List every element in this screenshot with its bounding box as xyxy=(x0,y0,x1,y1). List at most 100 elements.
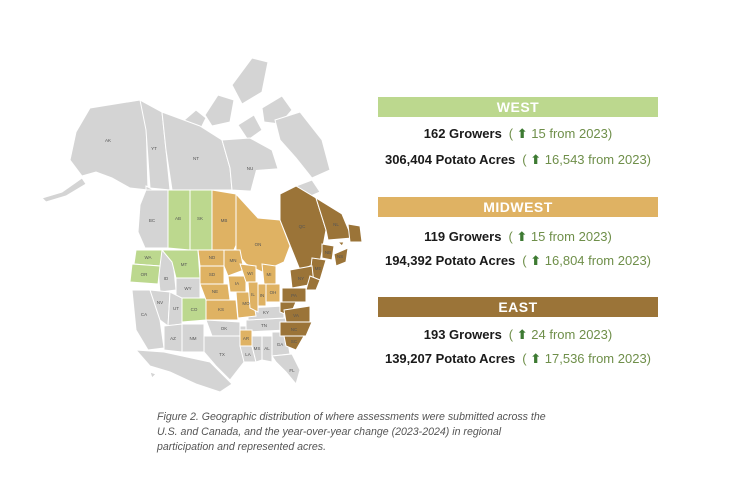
midwest-region xyxy=(197,189,291,347)
east-header: EAST xyxy=(378,297,658,317)
west-acres-change-text: 16,543 from 2023 xyxy=(544,152,647,167)
arctic-island xyxy=(237,114,263,141)
label-mo: MO xyxy=(242,301,250,306)
label-ny: NY xyxy=(298,276,304,281)
minnesota xyxy=(223,249,245,277)
label-id: ID xyxy=(164,276,169,281)
label-va: VA xyxy=(293,313,299,318)
north-carolina xyxy=(279,321,313,337)
midwest-acres-change-text: 16,804 from 2023 xyxy=(544,253,647,268)
up-arrow-icon: ⬆ xyxy=(530,351,542,366)
arctic-island xyxy=(231,57,269,105)
midwest-growers-row: 119 Growers ( ⬆ 15 from 2023) xyxy=(378,228,658,246)
label-bc: BC xyxy=(149,218,156,223)
label-mt: MT xyxy=(181,262,188,267)
label-ks: KS xyxy=(218,307,224,312)
east-header-label: EAST xyxy=(498,299,538,315)
label-ab: AB xyxy=(175,216,181,221)
hawaii xyxy=(149,371,157,379)
florida xyxy=(271,353,301,386)
midwest-header: MIDWEST xyxy=(378,197,658,217)
west-growers-change-text: 15 from 2023 xyxy=(531,126,608,141)
midwest-header-label: MIDWEST xyxy=(483,199,553,215)
label-yt: YT xyxy=(151,146,157,151)
pei xyxy=(336,241,345,247)
arkansas-mid xyxy=(239,329,253,347)
nova-scotia xyxy=(333,247,349,267)
label-ga: GA xyxy=(277,342,284,347)
arctic-island xyxy=(204,94,235,127)
label-az: AZ xyxy=(170,336,176,341)
label-ok: OK xyxy=(221,326,228,331)
label-sd: SD xyxy=(209,272,216,277)
east-region xyxy=(279,185,363,351)
label-me: ME xyxy=(315,266,322,271)
label-in: IN xyxy=(260,293,265,298)
up-arrow-icon: ⬆ xyxy=(516,327,528,342)
alaska xyxy=(69,99,149,191)
east-acres: 139,207 Potato Acres xyxy=(384,351,516,366)
west-header-label: WEST xyxy=(496,99,540,115)
aleutians xyxy=(41,177,87,203)
midwest-growers: 119 Growers xyxy=(424,229,502,244)
new-brunswick xyxy=(321,243,335,261)
label-wi: WI xyxy=(247,271,253,276)
oregon xyxy=(129,263,161,285)
label-or: OR xyxy=(141,272,149,277)
label-ca: CA xyxy=(141,312,147,317)
label-nv: NV xyxy=(157,300,163,305)
east-acres-row: 139,207 Potato Acres ( ⬆ 17,536 from 202… xyxy=(378,350,658,368)
label-co: CO xyxy=(191,307,198,312)
label-on: ON xyxy=(255,242,262,247)
east-acres-change-text: 17,536 from 2023 xyxy=(544,351,647,366)
west-acres-change: ( ⬆ 16,543 from 2023) xyxy=(522,152,652,167)
up-arrow-icon: ⬆ xyxy=(516,229,528,244)
baffin-island xyxy=(274,111,331,179)
label-ns: NS xyxy=(337,254,343,259)
label-ky: KY xyxy=(263,310,269,315)
label-nt: NT xyxy=(193,156,199,161)
midwest-acres-row: 194,392 Potato Acres ( ⬆ 16,804 from 202… xyxy=(378,252,658,270)
label-ut: UT xyxy=(173,306,179,311)
west-acres: 306,404 Potato Acres xyxy=(384,152,516,167)
label-al: AL xyxy=(264,346,270,351)
midwest-acres-change: ( ⬆ 16,804 from 2023) xyxy=(522,253,652,268)
label-il: IL xyxy=(251,292,255,297)
mexico xyxy=(134,349,233,393)
label-ms: MS xyxy=(254,346,261,351)
new-england xyxy=(305,275,321,291)
label-nd: ND xyxy=(209,255,216,260)
west-region xyxy=(129,189,213,323)
newfoundland xyxy=(347,223,363,243)
label-tn: TN xyxy=(261,323,267,328)
label-nu: NU xyxy=(247,166,254,171)
label-pa: PA xyxy=(291,293,297,298)
west-growers: 162 Growers xyxy=(423,126,502,141)
label-fl: FL xyxy=(289,368,295,373)
label-nl: NL xyxy=(333,222,339,227)
west-acres-row: 306,404 Potato Acres ( ⬆ 16,543 from 202… xyxy=(378,151,658,169)
west-growers-row: 162 Growers ( ⬆ 15 from 2023) xyxy=(378,125,658,143)
labrador xyxy=(315,196,353,241)
label-nb: NB xyxy=(325,250,331,255)
label-sc: SC xyxy=(291,339,298,344)
up-arrow-icon: ⬆ xyxy=(530,152,542,167)
midwest-growers-change: ( ⬆ 15 from 2023) xyxy=(508,229,612,244)
east-acres-change: ( ⬆ 17,536 from 2023) xyxy=(522,351,652,366)
label-oh: OH xyxy=(270,290,277,295)
label-mb: MB xyxy=(221,218,228,223)
pennsylvania xyxy=(281,287,307,303)
label-nc: NC xyxy=(291,327,298,332)
kansas xyxy=(205,299,239,321)
east-growers-row: 193 Growers ( ⬆ 24 from 2023) xyxy=(378,326,658,344)
up-arrow-icon: ⬆ xyxy=(516,126,528,141)
up-arrow-icon: ⬆ xyxy=(530,253,542,268)
figure-caption: Figure 2. Geographic distribution of whe… xyxy=(157,411,546,453)
illinois xyxy=(247,281,259,313)
indiana xyxy=(257,283,267,307)
west-header: WEST xyxy=(378,97,658,117)
label-la: LA xyxy=(245,352,251,357)
east-growers-change-text: 24 from 2023 xyxy=(531,327,608,342)
west-growers-change: ( ⬆ 15 from 2023) xyxy=(508,126,613,141)
label-tx: TX xyxy=(219,352,225,357)
